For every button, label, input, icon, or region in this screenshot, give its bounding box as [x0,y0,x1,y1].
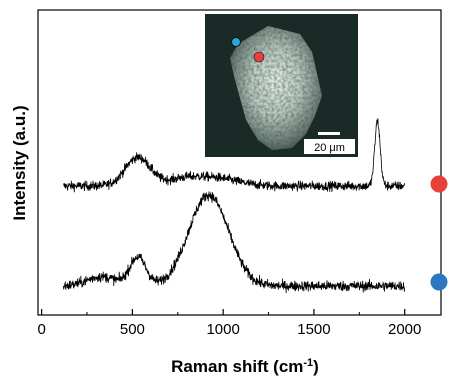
spectrum-line [63,118,405,193]
x-axis-tick-labels: 0 500 1000 1500 2000 [37,321,421,338]
x-tick-label: 0 [37,321,45,338]
plot-frame [37,9,442,316]
y-axis-title: Intensity (a.u.) [10,105,29,220]
scale-bar [318,132,340,135]
scale-label-box [304,139,355,154]
series-marker [430,273,448,291]
spectra [63,118,405,294]
scale-bar-label: 20 μm [314,142,345,154]
x-tick-label: 2000 [388,321,421,338]
x-axis-ticks [41,309,406,315]
series-marker [430,175,448,193]
inset-marker-blue [231,37,241,47]
x-tick-label: 1000 [206,321,239,338]
crystal-texture [230,26,322,150]
x-tick-label: 500 [120,321,145,338]
spectrum-line [63,191,405,294]
inset-marker-red [253,51,265,63]
series-markers [430,175,448,291]
x-axis-title: Raman shift (cm-1) [171,357,319,376]
microscope-inset: 20 μm [205,14,358,157]
x-tick-label: 1500 [297,321,330,338]
